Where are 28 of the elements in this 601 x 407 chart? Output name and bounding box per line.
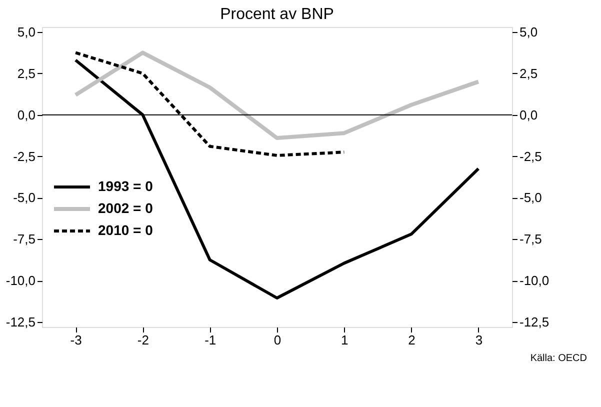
y2-tick-label: 5,0 [520, 24, 538, 40]
y-tick-label: -5,0 [13, 190, 36, 206]
chart-subtitle: Procent av BNP [220, 6, 334, 23]
x-tick-label: 2 [408, 332, 416, 348]
y2-tick-label: 0,0 [520, 107, 538, 122]
y2-tick-label: -12,5 [520, 314, 550, 330]
x-tick-label: 1 [341, 332, 348, 348]
x-tick-label: -2 [137, 332, 149, 348]
legend-label: 2010 = 0 [98, 222, 154, 238]
x-tick-label: -3 [70, 332, 82, 348]
legend-label: 1993 = 0 [98, 178, 154, 194]
y2-tick-label: -5,0 [520, 190, 542, 206]
text: Källa: OECD [530, 353, 587, 364]
x-tick-label: -1 [204, 332, 216, 348]
y-tick-label: -10,0 [6, 273, 36, 288]
y-tick-label: 2,5 [17, 66, 36, 81]
y2-tick-label: -10,0 [520, 273, 550, 288]
y-tick-label: -12,5 [6, 314, 36, 330]
y2-tick-label: -7,5 [520, 232, 542, 247]
y-tick-label: -7,5 [13, 232, 36, 247]
legend-label: 2002 = 0 [98, 200, 154, 216]
y2-tick-label: 2,5 [520, 66, 538, 81]
y-tick-label: 0,0 [17, 107, 36, 122]
x-tick-label: 0 [274, 332, 282, 348]
x-tick-label: 3 [475, 332, 483, 348]
y-tick-label: -2,5 [13, 148, 36, 164]
y-tick-label: 5,0 [17, 24, 36, 40]
y2-tick-label: -2,5 [520, 148, 542, 164]
